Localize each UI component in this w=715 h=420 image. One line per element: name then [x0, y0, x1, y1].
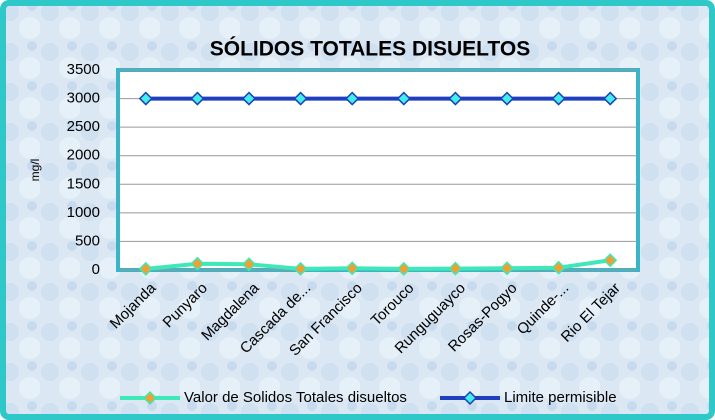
marker — [138, 261, 153, 276]
marker — [551, 91, 566, 106]
y-tick-label: 500 — [75, 232, 100, 249]
legend-marker — [462, 390, 478, 406]
y-tick-label: 2000 — [67, 147, 100, 164]
plot-area — [116, 68, 640, 272]
legend-marker — [142, 390, 158, 406]
y-tick-label: 3000 — [67, 90, 100, 107]
marker — [603, 253, 618, 268]
marker — [345, 261, 360, 276]
y-tick-label: 1500 — [67, 175, 100, 192]
marker — [603, 91, 618, 106]
series-line — [145, 258, 611, 271]
marker — [551, 260, 566, 275]
marker — [190, 256, 205, 271]
marker — [293, 261, 308, 276]
marker — [138, 91, 153, 106]
y-tick-label: 3500 — [67, 61, 100, 78]
chart-title: SÓLIDOS TOTALES DISUELTOS — [210, 37, 530, 61]
marker — [448, 261, 463, 276]
marker — [190, 91, 205, 106]
y-axis-label: mg/l — [28, 159, 42, 182]
marker — [499, 261, 515, 276]
marker — [448, 91, 463, 106]
y-tick-label: 2500 — [67, 118, 100, 135]
y-tick-label: 0 — [92, 261, 100, 278]
marker — [499, 91, 515, 106]
y-tick-label: 1000 — [67, 204, 100, 221]
marker — [396, 261, 411, 276]
marker — [345, 91, 360, 106]
legend-label: Limite permisible — [504, 389, 617, 406]
marker — [241, 257, 257, 272]
marker — [293, 91, 308, 106]
legend-label: Valor de Solidos Totales disueltos — [184, 389, 407, 406]
marker — [241, 91, 257, 106]
marker — [396, 91, 411, 106]
